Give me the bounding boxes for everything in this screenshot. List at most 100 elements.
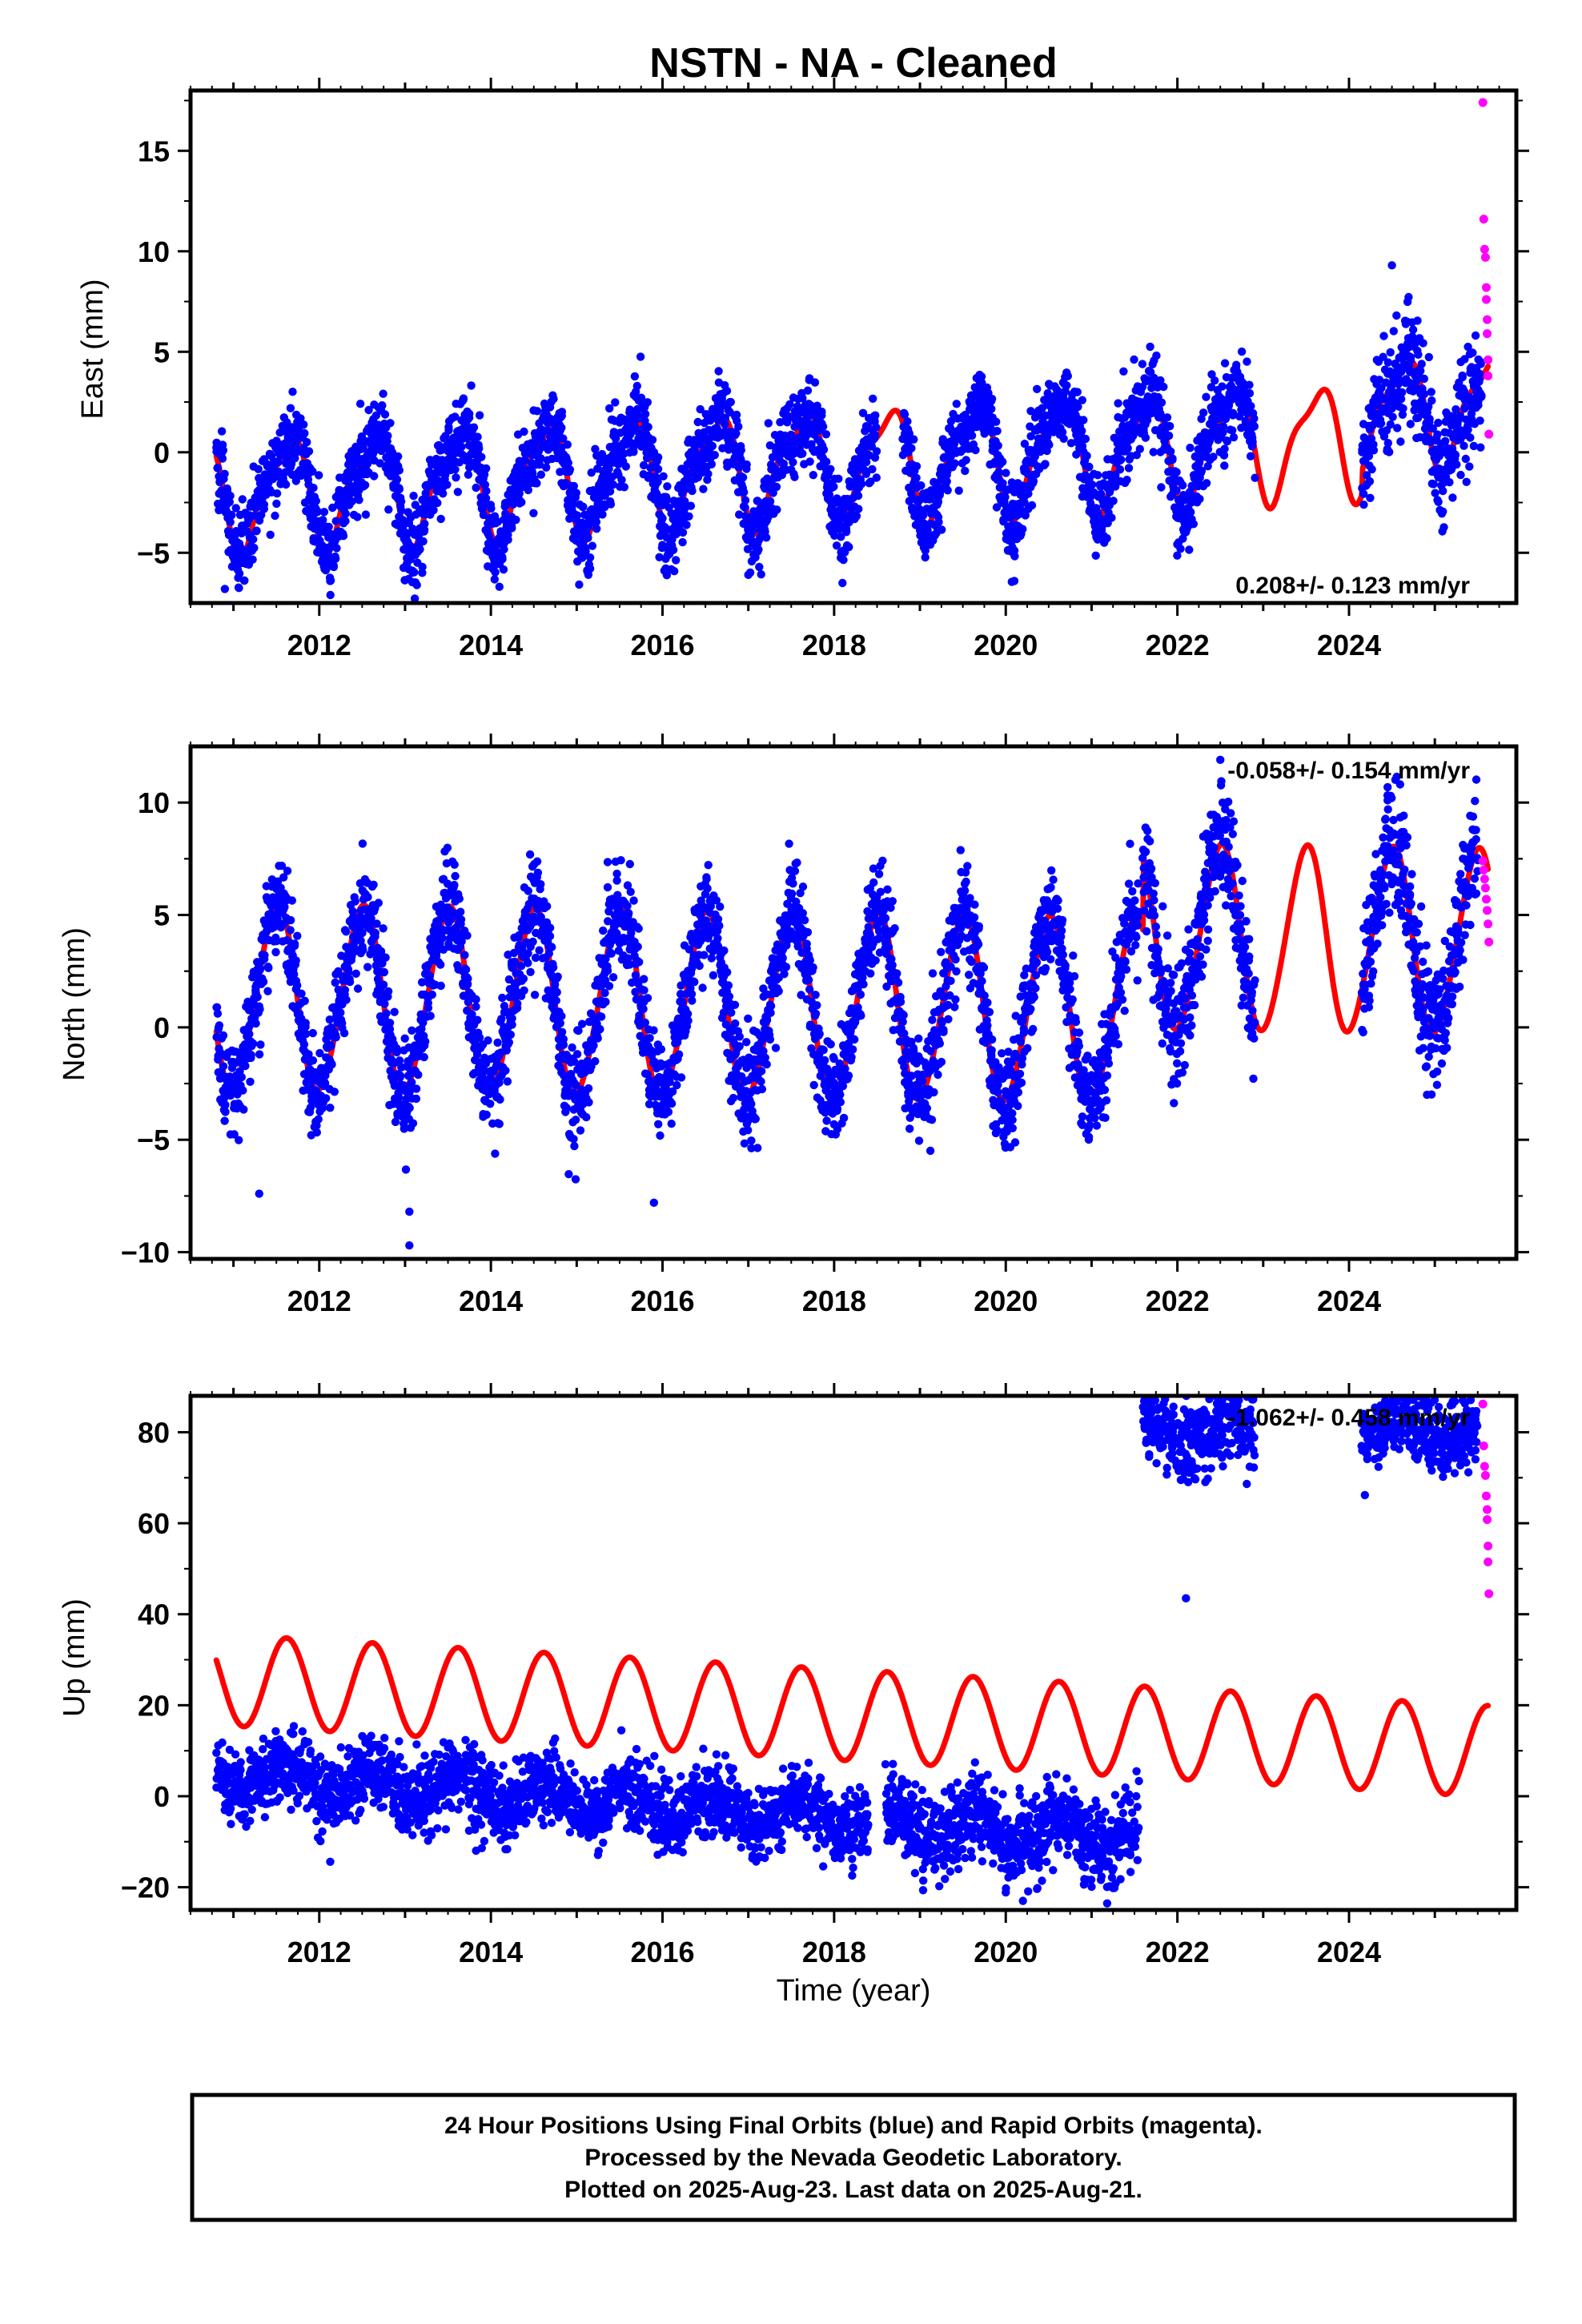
east-final-orbit-point bbox=[536, 454, 545, 463]
east-final-orbit-point bbox=[870, 453, 880, 462]
east-final-orbit-point bbox=[640, 416, 649, 425]
east-final-orbit-point bbox=[579, 502, 588, 511]
east-final-orbit-point bbox=[217, 427, 227, 436]
east-final-orbit-point bbox=[789, 458, 797, 467]
east-final-orbit-point bbox=[339, 532, 348, 541]
east-final-orbit-point bbox=[1033, 384, 1042, 393]
north-final-orbit-point bbox=[486, 1100, 495, 1108]
north-final-orbit-point bbox=[484, 1036, 492, 1045]
north-final-orbit-point bbox=[414, 1070, 423, 1080]
east-final-orbit-point bbox=[299, 420, 308, 429]
east-final-orbit-point bbox=[732, 429, 741, 438]
east-final-orbit-point bbox=[1237, 347, 1247, 356]
east-final-orbit-point bbox=[1246, 452, 1255, 460]
east-final-orbit-point bbox=[1020, 440, 1030, 448]
east-final-orbit-point bbox=[986, 421, 995, 431]
east-final-orbit-point bbox=[1026, 432, 1035, 440]
east-final-orbit-point bbox=[1153, 383, 1162, 392]
east-final-orbit-point bbox=[821, 430, 831, 439]
east-final-orbit-point bbox=[259, 505, 268, 513]
east-final-orbit-point bbox=[1078, 426, 1086, 436]
east-final-orbit-point bbox=[485, 532, 494, 541]
north-final-orbit-point bbox=[304, 1050, 313, 1059]
north-final-orbit-point bbox=[643, 1070, 652, 1079]
east-final-orbit-point bbox=[1439, 523, 1448, 532]
east-final-orbit-point bbox=[227, 511, 236, 520]
east-final-orbit-point bbox=[524, 485, 532, 495]
north-final-orbit-point bbox=[400, 1034, 409, 1043]
north-final-orbit-point bbox=[213, 1009, 223, 1018]
east-final-orbit-point bbox=[1130, 355, 1138, 364]
east-final-orbit-point bbox=[640, 409, 650, 419]
east-final-orbit-point bbox=[1172, 486, 1181, 495]
east-final-orbit-point bbox=[353, 513, 362, 521]
north-final-orbit-point bbox=[532, 857, 542, 866]
east-final-orbit-point bbox=[274, 457, 283, 467]
east-final-orbit-point bbox=[565, 465, 575, 474]
north-final-orbit-point bbox=[376, 947, 386, 956]
east-final-orbit-point bbox=[1072, 450, 1081, 459]
east-final-orbit-point bbox=[1456, 470, 1465, 480]
east-final-orbit-point bbox=[419, 537, 428, 546]
east-final-orbit-point bbox=[1445, 478, 1454, 487]
east-final-orbit-point bbox=[1027, 501, 1037, 510]
north-final-orbit-point bbox=[514, 931, 524, 940]
east-final-orbit-point bbox=[475, 444, 484, 453]
east-final-orbit-point bbox=[311, 497, 320, 505]
north-final-orbit-point bbox=[363, 893, 372, 902]
east-final-orbit-point bbox=[451, 412, 460, 421]
east-final-orbit-point bbox=[581, 547, 590, 556]
east-final-orbit-point bbox=[266, 530, 275, 539]
east-final-orbit-point bbox=[686, 501, 696, 510]
north-final-orbit-point bbox=[299, 1040, 309, 1049]
north-final-orbit-point bbox=[556, 1019, 564, 1028]
east-final-orbit-point bbox=[542, 463, 551, 472]
east-final-orbit-point bbox=[347, 497, 356, 506]
north-final-orbit-point bbox=[396, 1073, 404, 1082]
east-final-orbit-point bbox=[644, 423, 652, 432]
east-final-orbit-point bbox=[329, 562, 339, 572]
east-final-orbit-point bbox=[721, 420, 729, 429]
east-final-orbit-point bbox=[305, 505, 314, 513]
east-final-orbit-point bbox=[498, 555, 507, 564]
east-final-orbit-point bbox=[943, 486, 952, 495]
east-final-orbit-point bbox=[765, 497, 774, 507]
north-final-orbit-point bbox=[301, 1022, 310, 1031]
north-final-orbit-point bbox=[385, 1019, 395, 1027]
east-final-orbit-point bbox=[1411, 383, 1420, 392]
north-final-orbit-point bbox=[395, 1056, 404, 1065]
north-final-orbit-point bbox=[473, 1015, 482, 1024]
east-final-orbit-point bbox=[738, 473, 748, 482]
east-final-orbit-point bbox=[992, 503, 1002, 512]
east-final-orbit-point bbox=[1081, 434, 1090, 444]
east-final-orbit-point bbox=[584, 533, 592, 542]
north-final-orbit-point bbox=[327, 1041, 335, 1050]
north-final-orbit-point bbox=[656, 1045, 666, 1054]
east-final-orbit-point bbox=[515, 489, 524, 498]
east-final-orbit-point bbox=[1024, 489, 1033, 498]
east-final-orbit-point bbox=[1367, 464, 1376, 474]
east-final-orbit-point bbox=[1464, 425, 1472, 434]
east-final-orbit-point bbox=[1124, 464, 1134, 472]
east-x-tick-label: 2018 bbox=[802, 629, 866, 661]
east-final-orbit-point bbox=[412, 581, 421, 589]
east-final-orbit-point bbox=[379, 389, 387, 398]
east-final-orbit-point bbox=[954, 486, 963, 495]
east-final-orbit-point bbox=[1413, 316, 1422, 325]
east-final-orbit-point bbox=[934, 497, 943, 506]
east-final-orbit-point bbox=[1427, 388, 1435, 396]
east-final-orbit-point bbox=[659, 472, 668, 480]
east-final-orbit-point bbox=[861, 457, 871, 467]
east-final-orbit-point bbox=[871, 411, 880, 420]
east-final-orbit-point bbox=[1149, 448, 1158, 456]
north-final-orbit-point bbox=[345, 977, 355, 987]
east-final-orbit-point bbox=[699, 485, 708, 493]
east-final-orbit-point bbox=[1434, 497, 1443, 506]
east-final-orbit-point bbox=[934, 517, 943, 527]
north-final-orbit-point bbox=[508, 1020, 516, 1029]
east-final-orbit-point bbox=[585, 564, 595, 573]
north-final-orbit-point bbox=[524, 949, 532, 958]
north-final-orbit-point bbox=[654, 1120, 663, 1129]
north-final-orbit-point bbox=[518, 944, 527, 954]
east-final-orbit-point bbox=[1164, 431, 1174, 440]
